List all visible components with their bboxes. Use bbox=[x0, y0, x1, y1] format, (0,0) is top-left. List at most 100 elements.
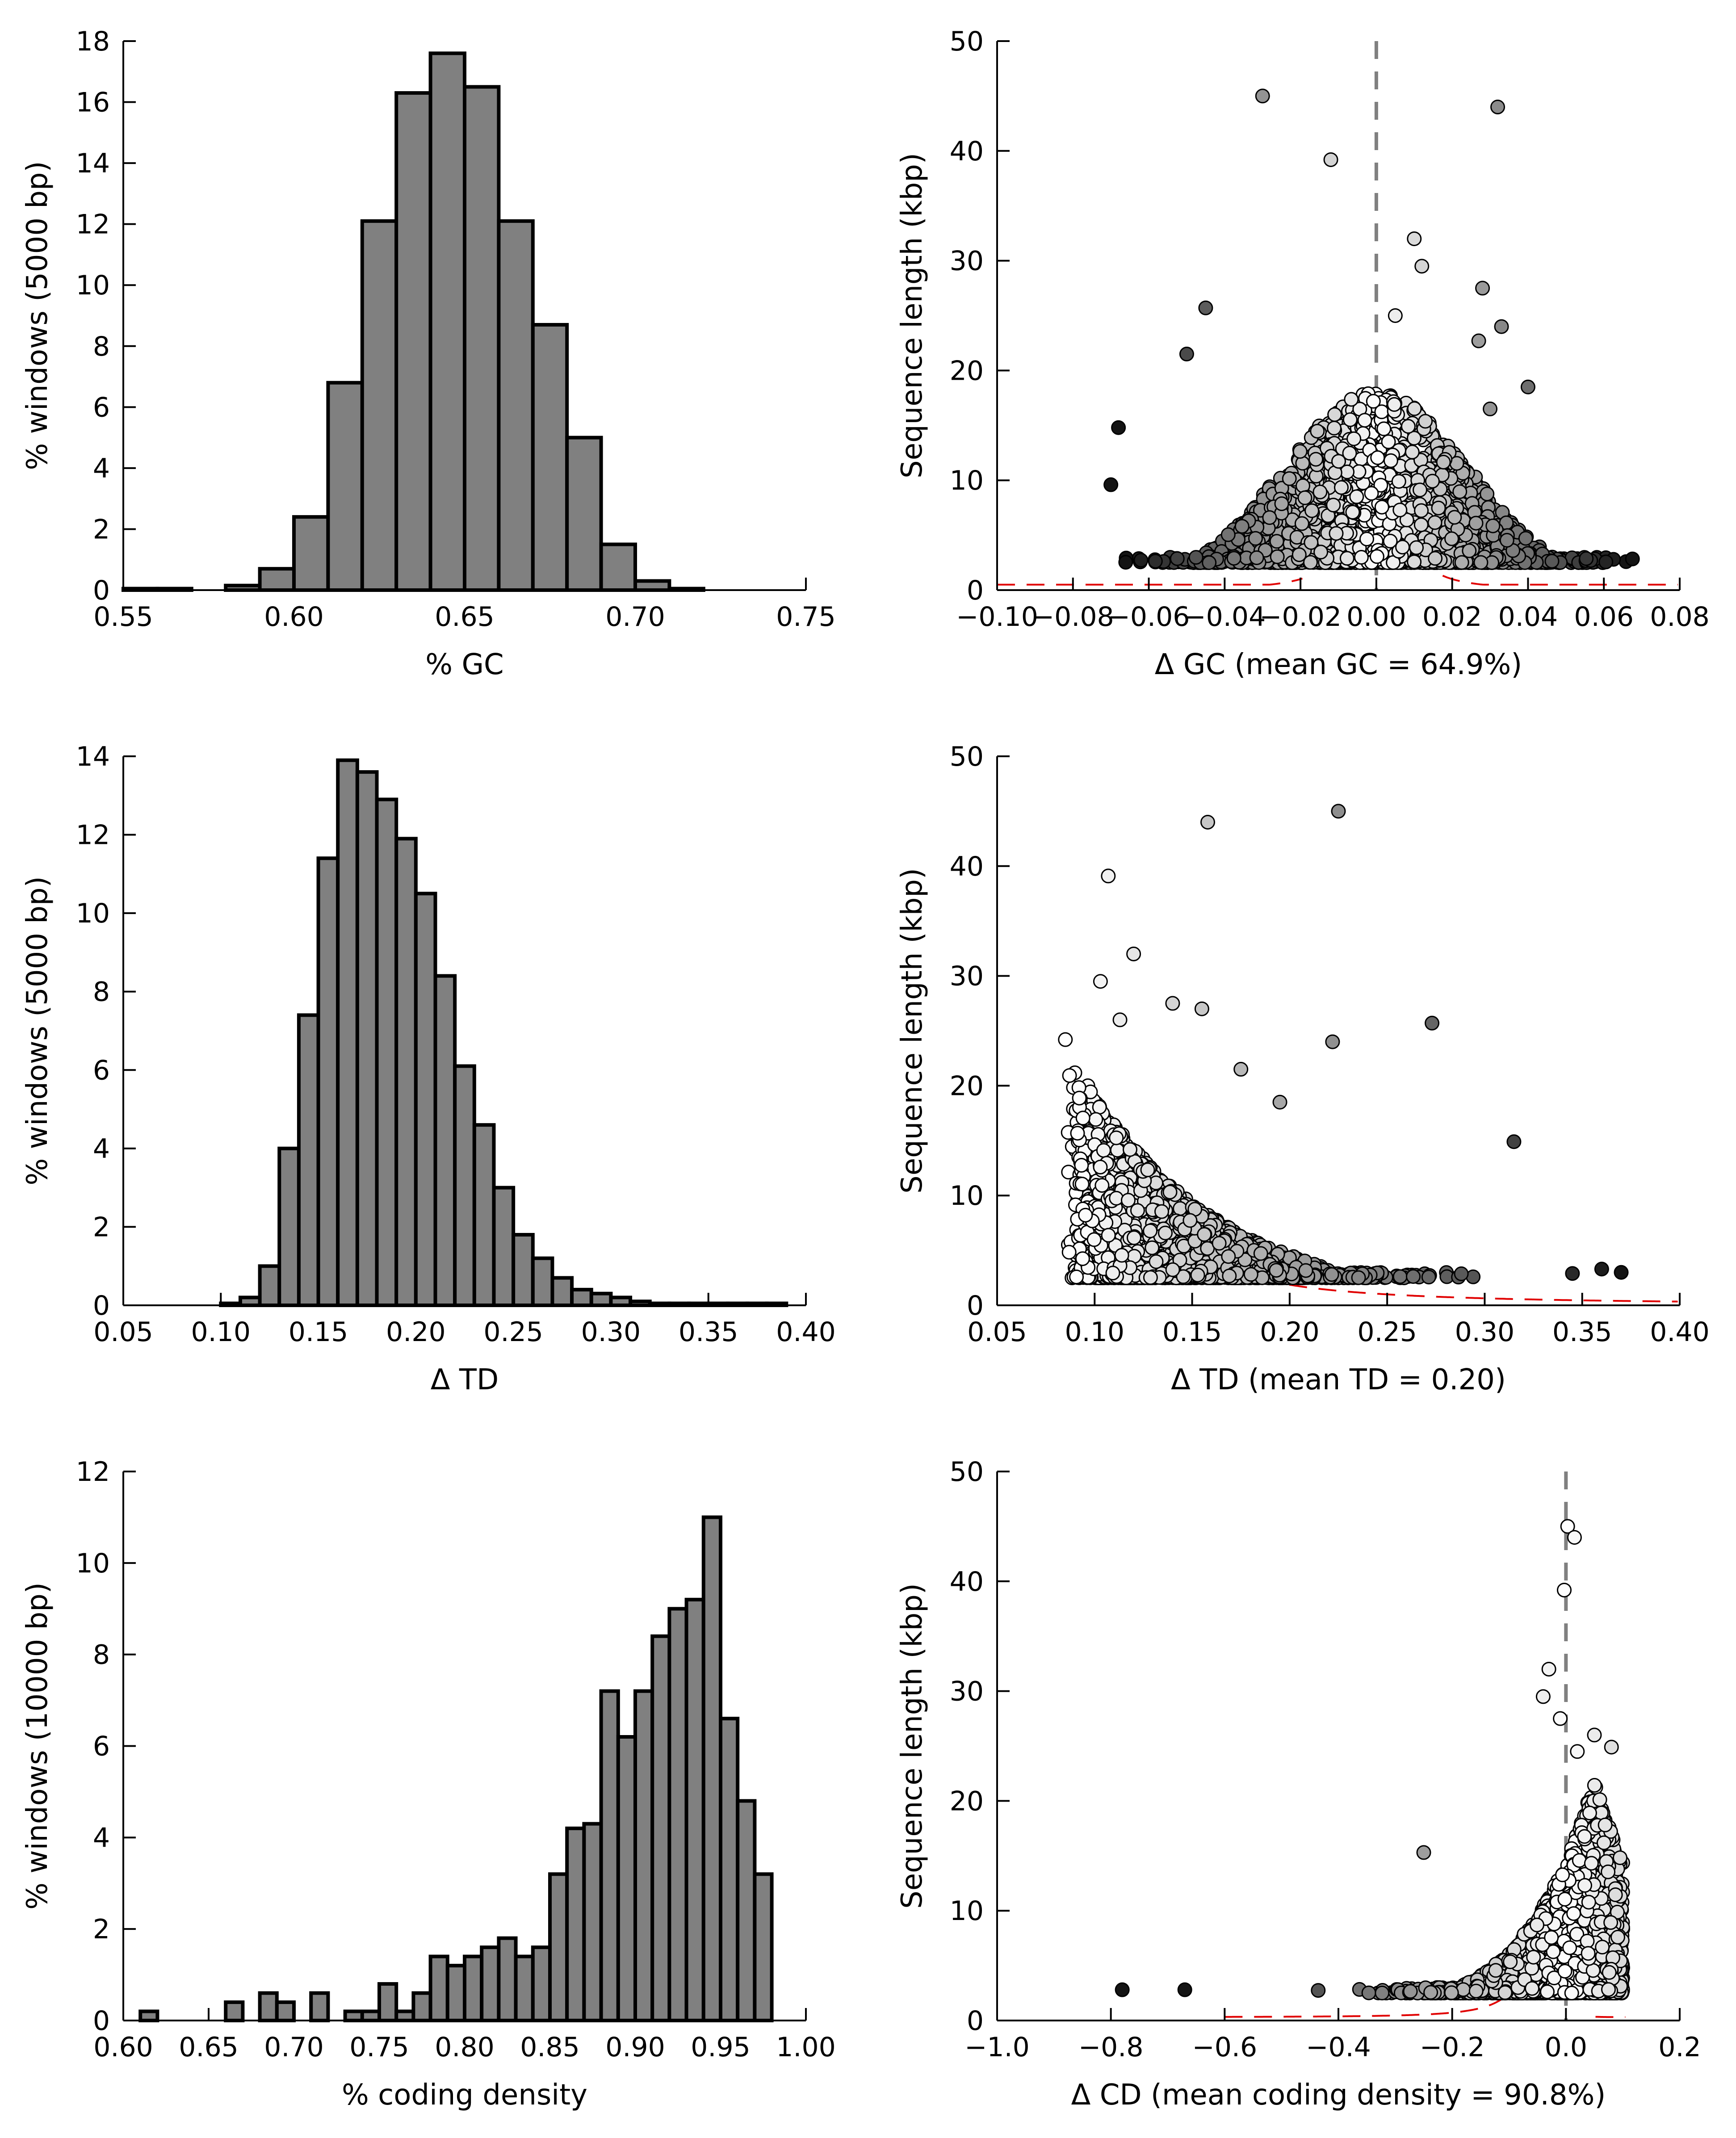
scatter-point bbox=[1329, 526, 1344, 541]
x-tick-label: 0.40 bbox=[776, 1316, 836, 1348]
scatter-point bbox=[1407, 554, 1422, 570]
scatter-point bbox=[1401, 419, 1416, 434]
scatter-point bbox=[1248, 531, 1263, 546]
scatter-point bbox=[1269, 534, 1284, 549]
scatter-point bbox=[1249, 550, 1264, 565]
histogram-bar bbox=[316, 856, 340, 1307]
scatter-point bbox=[1480, 486, 1495, 502]
scatter-point bbox=[1364, 486, 1379, 501]
scatter-point bbox=[1323, 152, 1338, 167]
histogram-bar bbox=[550, 1276, 574, 1308]
scatter-point bbox=[1376, 421, 1392, 436]
confidence-envelope-right bbox=[1442, 574, 1678, 586]
histogram-bar bbox=[497, 219, 535, 592]
scatter-point bbox=[1544, 553, 1560, 569]
histogram-bar bbox=[589, 1291, 613, 1308]
histogram-bar bbox=[433, 974, 457, 1308]
x-tick-label: 0.02 bbox=[1422, 601, 1482, 633]
histogram-bar bbox=[531, 1256, 554, 1308]
scatter-point bbox=[1202, 555, 1217, 570]
scatter-point bbox=[1148, 553, 1163, 569]
x-tick-label: 0.08 bbox=[1650, 601, 1710, 633]
y-tick-label: 30 bbox=[950, 246, 984, 277]
y-axis-label: % windows (5000 bp) bbox=[21, 161, 54, 470]
x-tick-label: −0.04 bbox=[1183, 601, 1266, 633]
histogram-bar bbox=[565, 436, 603, 592]
scatter-point bbox=[1625, 551, 1640, 566]
scatter-point bbox=[1436, 455, 1451, 470]
scatter-point bbox=[1452, 484, 1468, 499]
scatter-point bbox=[1485, 518, 1501, 533]
y-tick-label: 10 bbox=[76, 270, 110, 301]
x-tick-label: −0.06 bbox=[1108, 601, 1190, 633]
scatter-point bbox=[1198, 300, 1213, 315]
y-tick-label: 10 bbox=[76, 898, 110, 929]
scatter-point bbox=[1387, 397, 1402, 412]
x-tick-label: 0.60 bbox=[264, 601, 324, 633]
scatter-point bbox=[1092, 1099, 1107, 1115]
scatter-point bbox=[1407, 231, 1422, 246]
histogram-bar bbox=[394, 91, 432, 592]
panel-td-scatter: 0.05 0.10 0.15 0.20 0.25 0.30 0.35 0.4001020304… bbox=[896, 741, 1710, 1396]
scatter-point bbox=[1454, 555, 1469, 570]
scatter-point bbox=[1490, 99, 1505, 114]
histogram-bar bbox=[292, 515, 330, 592]
scatter-point bbox=[1518, 531, 1533, 546]
scatter-point bbox=[1475, 281, 1490, 296]
scatter-point bbox=[1405, 444, 1420, 460]
scatter-point bbox=[1418, 414, 1433, 429]
x-tick-label: 0.00 bbox=[1346, 601, 1406, 633]
y-axis-label: % windows (5000 bp) bbox=[21, 876, 54, 1185]
histogram-bar bbox=[463, 85, 501, 592]
scatter-point bbox=[1414, 503, 1429, 518]
histogram-bar bbox=[609, 1295, 633, 1308]
y-tick-label: 4 bbox=[93, 1133, 110, 1165]
x-tick-label: 0.65 bbox=[435, 601, 495, 633]
scatter-point bbox=[1471, 333, 1486, 348]
x-tick-label: 0.70 bbox=[605, 601, 665, 633]
scatter-point bbox=[1326, 498, 1341, 513]
scatter-point bbox=[1327, 420, 1342, 436]
scatter-point bbox=[1188, 550, 1203, 565]
y-tick-label: 12 bbox=[76, 820, 110, 851]
scatter-point bbox=[1407, 401, 1422, 416]
scatter-point bbox=[1133, 553, 1149, 568]
x-tick-label: 0.30 bbox=[581, 1316, 641, 1348]
plot-area bbox=[219, 758, 788, 1308]
y-tick-label: 0 bbox=[967, 575, 984, 606]
y-tick-label: 8 bbox=[93, 331, 110, 362]
y-tick-label: 50 bbox=[950, 26, 984, 57]
y-tick-label: 16 bbox=[76, 87, 110, 118]
y-axis-label: Sequence length (kbp) bbox=[896, 153, 929, 478]
plot-area bbox=[1058, 804, 1678, 1303]
x-tick-label: 0.04 bbox=[1498, 601, 1558, 633]
histogram-bar bbox=[375, 797, 398, 1307]
x-tick-label: 0.35 bbox=[679, 1316, 738, 1348]
scatter-point bbox=[1226, 551, 1241, 566]
scatter-point bbox=[1282, 471, 1297, 486]
histogram-bar bbox=[297, 1013, 320, 1307]
scatter-point bbox=[1262, 510, 1277, 525]
x-tick-label: 0.75 bbox=[776, 601, 836, 633]
histogram-bar bbox=[492, 1186, 516, 1307]
scatter-point bbox=[1346, 431, 1362, 446]
scatter-point bbox=[1391, 474, 1406, 489]
histogram-bar bbox=[414, 892, 437, 1307]
panel-td-histogram: 0.05 0.10 0.15 0.20 0.25 0.30 0.35 0.4002468101… bbox=[21, 741, 836, 1396]
x-tick-label: 0.20 bbox=[386, 1316, 446, 1348]
scatter-point bbox=[1428, 551, 1443, 566]
plot-area bbox=[122, 51, 705, 592]
scatter-point bbox=[1294, 516, 1309, 531]
scatter-point bbox=[1062, 1068, 1077, 1083]
scatter-point bbox=[1327, 407, 1342, 422]
y-tick-label: 2 bbox=[93, 1212, 110, 1243]
scatter-point bbox=[1468, 516, 1484, 531]
histogram-bar bbox=[472, 1123, 496, 1308]
scatter-point bbox=[1359, 532, 1374, 547]
x-tick-label: −0.02 bbox=[1259, 601, 1342, 633]
scatter-point bbox=[1520, 379, 1535, 394]
scatter-point bbox=[1431, 500, 1446, 516]
